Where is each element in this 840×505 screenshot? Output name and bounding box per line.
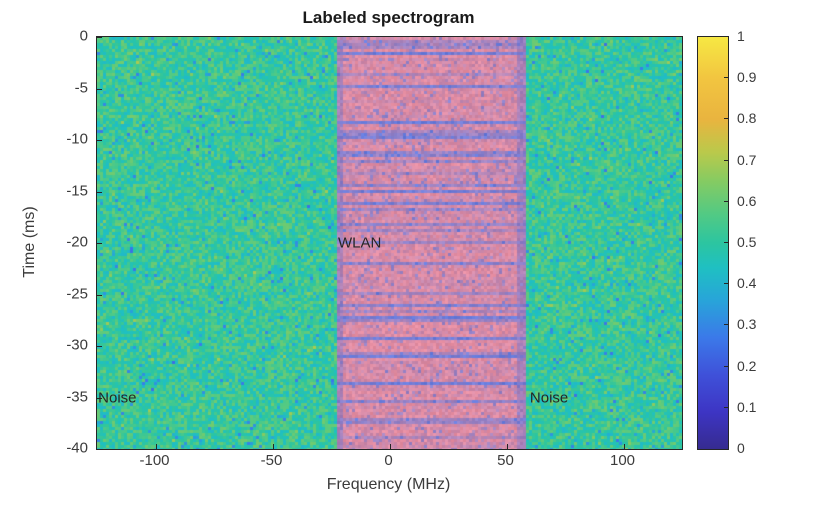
y-tickmark [97, 37, 102, 38]
chart-title: Labeled spectrogram [302, 8, 475, 27]
y-tickmark [97, 346, 102, 347]
colorbar-tick-label: 0 [737, 440, 745, 456]
colorbar-tickmark [724, 283, 728, 285]
y-tickmark [97, 449, 102, 450]
x-tickmark [272, 444, 274, 449]
y-tick-label: -20 [66, 233, 88, 251]
y-tick-label: -30 [66, 336, 88, 354]
annotation-wlan: WLAN [338, 234, 382, 252]
colorbar-tickmark [724, 242, 728, 243]
colorbar-tick-label: 0.2 [737, 357, 757, 374]
colorbar-tickmark [724, 406, 728, 408]
y-tick-label: -40 [66, 439, 88, 457]
y-tickmark [97, 88, 102, 90]
x-tickmark [506, 444, 508, 449]
annotation-noise: Noise [529, 389, 569, 406]
x-tickmark [389, 444, 391, 449]
colorbar-gradient [698, 37, 728, 449]
colorbar-tick-label: 0.9 [737, 69, 757, 86]
colorbar-tickmark [724, 200, 728, 202]
colorbar-tickmark [724, 118, 728, 120]
y-tickmark [97, 294, 102, 296]
y-tick-label: -5 [74, 79, 88, 96]
spectrogram-image [97, 37, 682, 449]
y-axis-label: Time (ms) [21, 206, 38, 278]
colorbar-tick-label: 0.3 [737, 316, 757, 333]
x-tick-label: -100 [139, 452, 170, 469]
annotation-noise: Noise [98, 389, 137, 406]
y-tick-label: -25 [66, 285, 88, 302]
colorbar [697, 36, 729, 450]
y-tick-label: -15 [66, 182, 88, 199]
plot-area: WLAN Noise Noise [96, 36, 683, 450]
x-axis-label: Frequency (MHz) [326, 476, 451, 493]
colorbar-tick-label: 0.5 [737, 234, 757, 250]
colorbar-tick-label: 0.1 [737, 398, 757, 415]
colorbar-tickmark [724, 324, 728, 326]
colorbar-tick-label: 0.4 [737, 275, 757, 292]
y-tick-label: -35 [66, 388, 88, 405]
x-tick-label: 0 [384, 452, 393, 469]
x-tickmark [155, 444, 157, 449]
colorbar-tick-label: 0.7 [737, 151, 757, 168]
y-tickmark [97, 397, 102, 399]
colorbar-tickmark [724, 365, 728, 367]
y-tickmark [97, 140, 102, 141]
y-tickmark [97, 243, 102, 244]
x-tick-label: 50 [497, 452, 514, 469]
colorbar-tickmark [724, 159, 728, 161]
x-tickmark [623, 444, 625, 449]
y-tick-label: 0 [79, 27, 88, 45]
y-tick-label: -10 [66, 130, 88, 148]
x-tick-label: 100 [609, 452, 636, 469]
colorbar-tick-label: 1 [737, 28, 745, 44]
colorbar-tick-label: 0.6 [737, 192, 757, 209]
colorbar-tick-label: 0.8 [737, 110, 757, 127]
y-tickmark [97, 191, 102, 193]
x-tick-label: -50 [260, 452, 283, 469]
colorbar-tickmark [724, 77, 728, 79]
